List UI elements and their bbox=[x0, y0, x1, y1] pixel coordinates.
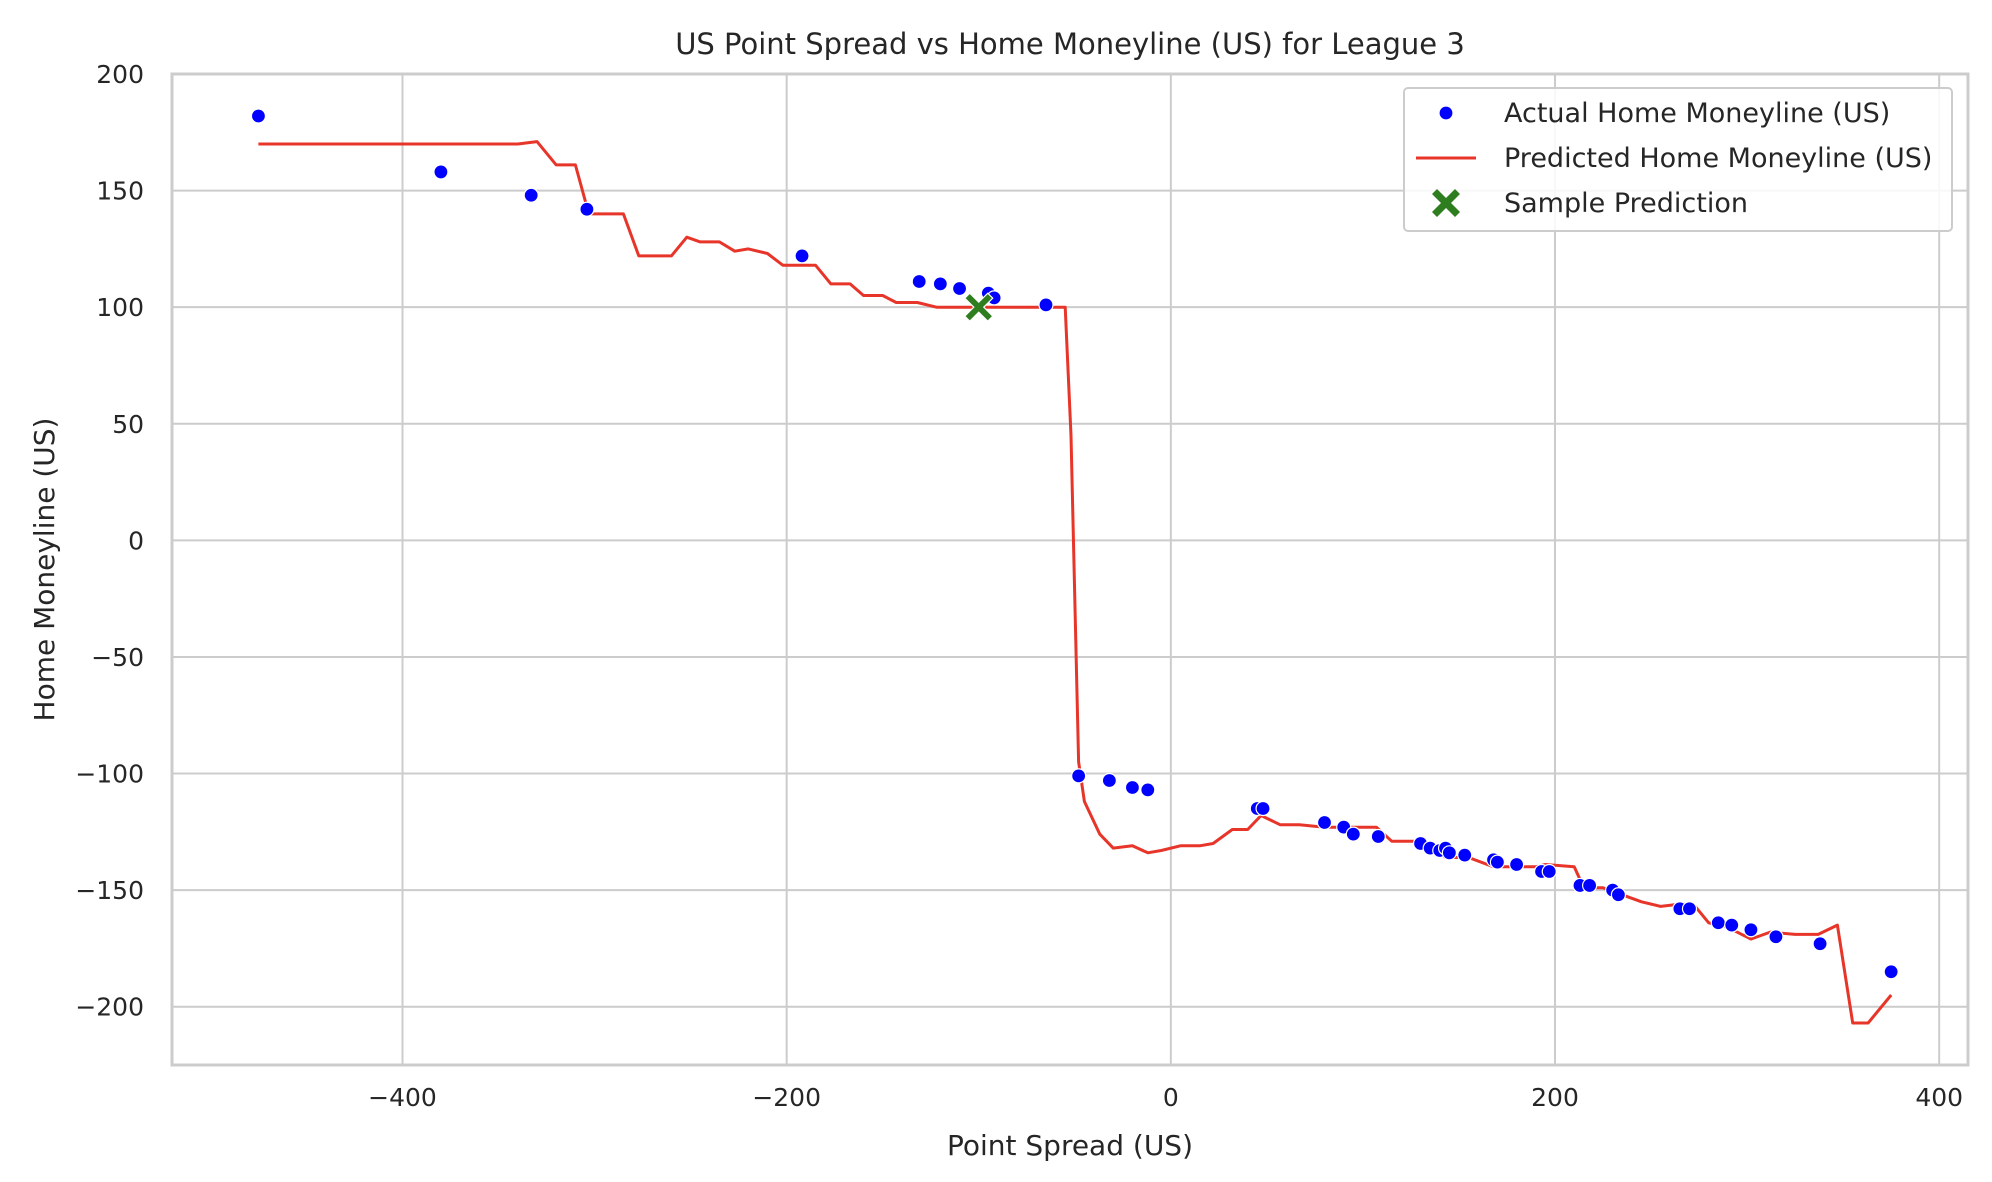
plot-frame bbox=[170, 72, 1970, 1067]
legend-label-predicted: Predicted Home Moneyline (US) bbox=[1504, 143, 1932, 174]
actual-point bbox=[579, 201, 595, 217]
legend-label-sample: Sample Prediction bbox=[1504, 188, 1748, 219]
actual-point bbox=[1768, 929, 1784, 945]
x-axis-title: Point Spread (US) bbox=[947, 1129, 1193, 1162]
actual-point bbox=[1581, 877, 1598, 894]
actual-point bbox=[523, 187, 539, 203]
actual-point bbox=[1370, 828, 1386, 845]
y-tick-label: −150 bbox=[75, 876, 144, 905]
y-tick-label: 150 bbox=[96, 177, 144, 206]
actual-point bbox=[951, 280, 968, 297]
actual-point bbox=[1724, 917, 1740, 933]
actual-point bbox=[1124, 779, 1141, 796]
series-layer bbox=[250, 108, 1899, 1025]
actual-point bbox=[1071, 768, 1087, 784]
actual-point bbox=[1457, 847, 1473, 863]
actual-point bbox=[911, 273, 927, 290]
actual-point bbox=[1508, 856, 1525, 873]
x-tick-label: 200 bbox=[1531, 1083, 1579, 1112]
y-tick-label: −200 bbox=[75, 993, 144, 1022]
actual-point bbox=[1441, 845, 1457, 861]
actual-point bbox=[1812, 936, 1828, 952]
actual-point bbox=[1345, 826, 1361, 842]
actual-point bbox=[1710, 915, 1726, 931]
legend-marker-sample bbox=[1432, 189, 1460, 217]
chart-title: US Point Spread vs Home Moneyline (US) f… bbox=[675, 27, 1465, 61]
legend-label-actual: Actual Home Moneyline (US) bbox=[1504, 98, 1890, 129]
x-tick-label: 400 bbox=[1915, 1083, 1963, 1112]
actual-point bbox=[1883, 964, 1899, 980]
actual-point bbox=[794, 248, 810, 264]
predicted-line bbox=[258, 140, 1893, 1025]
x-tick-label: 0 bbox=[1163, 1083, 1179, 1112]
gridlines bbox=[172, 73, 1968, 1065]
y-tick-label: 100 bbox=[96, 293, 144, 322]
sample-prediction-point bbox=[963, 292, 994, 323]
y-tick-label: −50 bbox=[91, 643, 144, 672]
actual-point bbox=[1743, 922, 1759, 938]
legend-marker-actual bbox=[1438, 105, 1454, 121]
y-tick-label: 200 bbox=[96, 60, 144, 89]
y-tick-labels: 200 150 100 50 0 −50 −100 −150 −200 bbox=[75, 60, 144, 1022]
actual-point bbox=[1541, 863, 1557, 880]
x-tick-labels: −400 −200 0 200 400 bbox=[368, 1083, 1963, 1112]
y-tick-label: −100 bbox=[75, 760, 144, 789]
actual-point bbox=[932, 276, 948, 292]
actual-point bbox=[1316, 814, 1333, 831]
plot-background bbox=[172, 74, 1968, 1065]
y-axis-title: Home Moneyline (US) bbox=[28, 418, 61, 722]
legend: Actual Home Moneyline (US) Predicted Hom… bbox=[1403, 87, 1953, 232]
actual-point bbox=[433, 164, 449, 180]
x-tick-label: −400 bbox=[368, 1083, 437, 1112]
actual-point bbox=[1038, 297, 1054, 313]
actual-point bbox=[1101, 772, 1117, 789]
y-tick-label: 50 bbox=[112, 410, 144, 439]
plot-area bbox=[170, 72, 1970, 1067]
actual-point bbox=[1255, 800, 1271, 817]
legend-box bbox=[1403, 87, 1953, 232]
actual-point bbox=[1610, 887, 1627, 903]
y-tick-label: 0 bbox=[128, 526, 144, 555]
actual-point bbox=[1681, 901, 1698, 917]
actual-point bbox=[250, 108, 267, 124]
actual-point bbox=[1489, 854, 1505, 870]
x-tick-label: −200 bbox=[752, 1083, 821, 1112]
actual-point bbox=[1140, 782, 1156, 798]
